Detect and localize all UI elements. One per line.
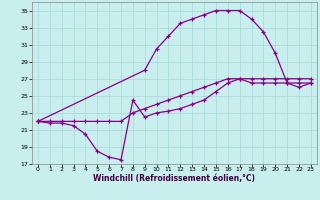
X-axis label: Windchill (Refroidissement éolien,°C): Windchill (Refroidissement éolien,°C) [93,174,255,183]
